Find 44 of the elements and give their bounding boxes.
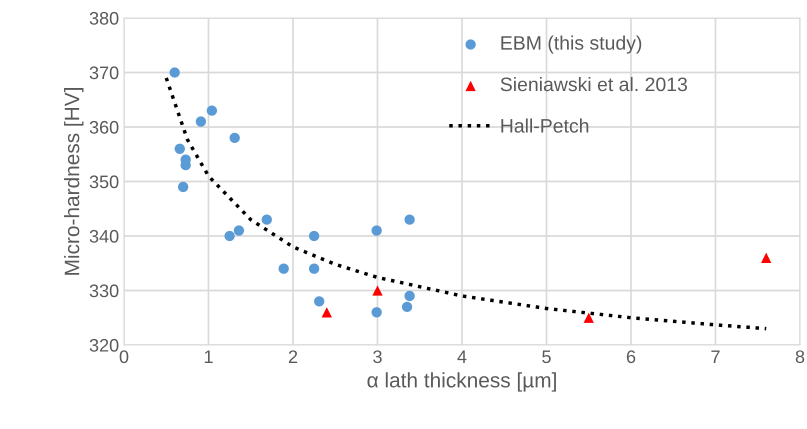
y-tick-label: 380	[90, 12, 118, 25]
legend-label: Hall-Petch	[501, 118, 588, 133]
point	[206, 106, 218, 116]
x-tick-label: 0	[120, 350, 128, 364]
point	[224, 230, 235, 242]
point	[278, 264, 289, 274]
y-axis-title: Micro-hardness [HV]	[64, 88, 84, 275]
point	[178, 182, 188, 192]
point	[372, 285, 383, 296]
y-tick-label: 330	[90, 284, 118, 298]
point	[308, 264, 320, 274]
point	[196, 116, 206, 127]
x-tick-label: 2	[288, 350, 298, 363]
point	[372, 225, 382, 236]
point	[322, 307, 332, 318]
point	[170, 67, 180, 78]
x-tick-label: 8	[796, 350, 804, 364]
legend-label: Sieniawski et al. 2013	[500, 76, 688, 92]
point	[404, 290, 415, 302]
x-tick-label: 6	[626, 350, 636, 364]
x-axis-title: α lath thickness [µm]	[367, 372, 556, 392]
y-tick-label: 320	[90, 338, 118, 352]
point	[230, 132, 240, 144]
point	[584, 312, 594, 323]
point	[404, 214, 415, 225]
y-tick-label: 340	[90, 230, 118, 243]
point	[314, 296, 324, 307]
line-series	[164, 76, 768, 330]
x-tick-label: 7	[711, 350, 720, 363]
point	[761, 252, 772, 263]
point	[308, 230, 320, 242]
x-tick-label: 4	[457, 350, 466, 363]
point	[372, 307, 382, 318]
x-tick-label: 1	[204, 350, 213, 363]
point	[174, 144, 185, 154]
x-tick-label: 3	[373, 350, 382, 364]
point	[262, 214, 272, 225]
y-tick-label: 370	[90, 66, 118, 80]
y-tick-label: 350	[90, 175, 118, 188]
y-tick-label: 360	[90, 120, 118, 134]
point	[234, 225, 244, 236]
point	[402, 302, 412, 312]
legend-label: EBM (this study)	[501, 36, 642, 54]
x-tick-label: 5	[542, 350, 551, 364]
